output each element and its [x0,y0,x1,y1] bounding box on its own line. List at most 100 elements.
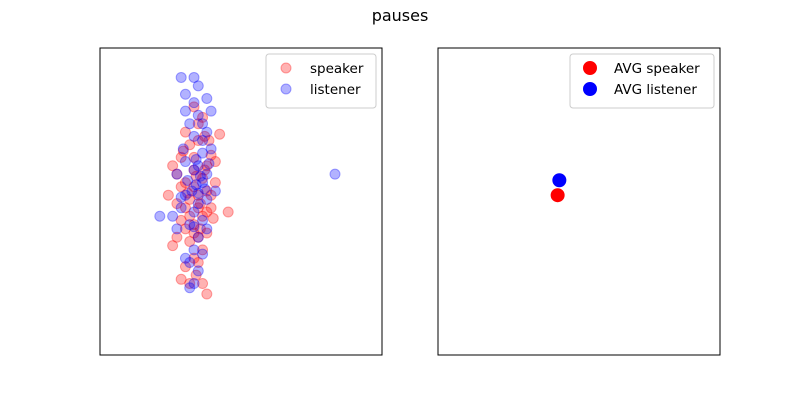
point-speaker [184,193,196,205]
point-listener [203,158,215,170]
point-speaker [175,151,187,163]
point-speaker [179,126,191,138]
point-speaker [179,202,191,214]
point-speaker [179,261,191,273]
point-speaker [188,219,200,231]
legend-label: listener [310,82,361,98]
point-listener [194,170,206,182]
point-speaker [162,189,174,201]
point-speaker [188,151,200,163]
point-listener [201,193,213,205]
point-listener [171,223,183,235]
legend-marker [280,83,292,95]
legend-marker [583,61,597,75]
point-speaker [197,210,209,222]
legend-box [265,53,377,109]
point-listener [192,187,204,199]
point-listener [197,214,209,226]
point-speaker [188,101,200,113]
point-speaker [201,227,213,239]
point-speaker [197,278,209,290]
point-speaker [199,164,211,176]
point-speaker [205,149,217,161]
point-listener [167,210,179,222]
point-speaker [175,273,187,285]
point-listener [179,156,191,168]
point-speaker [203,135,215,147]
point-speaker [177,145,189,157]
right-average-plot: AVG speaker AVG listener [437,47,721,356]
point-listener [197,135,209,147]
point-listener [192,198,204,210]
legend-label: AVG listener [614,82,697,98]
point-listener [175,191,187,203]
point-speaker [197,244,209,256]
point-speaker [201,185,213,197]
point-listener [179,189,191,201]
legend-box [569,53,715,109]
point-listener [329,168,341,180]
point-speaker [175,181,187,193]
point-listener [184,256,196,268]
point-listener [184,118,196,130]
point-listener [192,109,204,121]
point-speaker [201,160,213,172]
point-speaker [209,177,221,189]
point-speaker [188,164,200,176]
point-listener [201,168,213,180]
point-speaker [205,189,217,201]
point-speaker [167,160,179,172]
point-speaker [194,223,206,235]
point-listener [184,219,196,231]
point-listener [205,105,217,117]
point-speaker [207,212,219,224]
point-speaker [209,156,221,168]
point-speaker [175,214,187,226]
point-listener [179,105,191,117]
point-listener [188,278,200,290]
point-speaker [197,172,209,184]
point-listener [190,179,202,191]
point-listener [201,223,213,235]
point-speaker [192,118,204,130]
point-speaker [214,128,226,140]
point-speaker [167,240,179,252]
point-listener [188,244,200,256]
legend-marker [583,82,597,96]
point-speaker [190,269,202,281]
point-speaker [184,139,196,151]
point-speaker [199,130,211,142]
point-speaker [192,202,204,214]
point-listener [192,80,204,92]
point-listener [197,118,209,130]
point-speaker [182,187,194,199]
point-speaker [201,206,213,218]
point-listener [192,231,204,243]
point-speaker [171,168,183,180]
point-speaker [184,210,196,222]
point-listener [209,185,221,197]
point-listener [205,143,217,155]
point-speaker [184,235,196,247]
point-listener [179,252,191,264]
point-speaker [179,177,191,189]
point-listener [201,92,213,104]
left-scatter-plot: speaker listener [99,47,383,356]
point-listener [199,183,211,195]
point-listener [197,177,209,189]
point-speaker [188,181,200,193]
point-listener [201,126,213,138]
point-listener [192,160,204,172]
point-listener [188,221,200,233]
point-listener [171,168,183,180]
point-listener [197,147,209,159]
point-speaker [188,227,200,239]
point-listener [179,88,191,100]
point-listener [197,248,209,260]
point-speaker [194,198,206,210]
point-listener [188,206,200,218]
point-listener [192,265,204,277]
figure-title: pauses [371,6,429,25]
point-speaker [184,278,196,290]
